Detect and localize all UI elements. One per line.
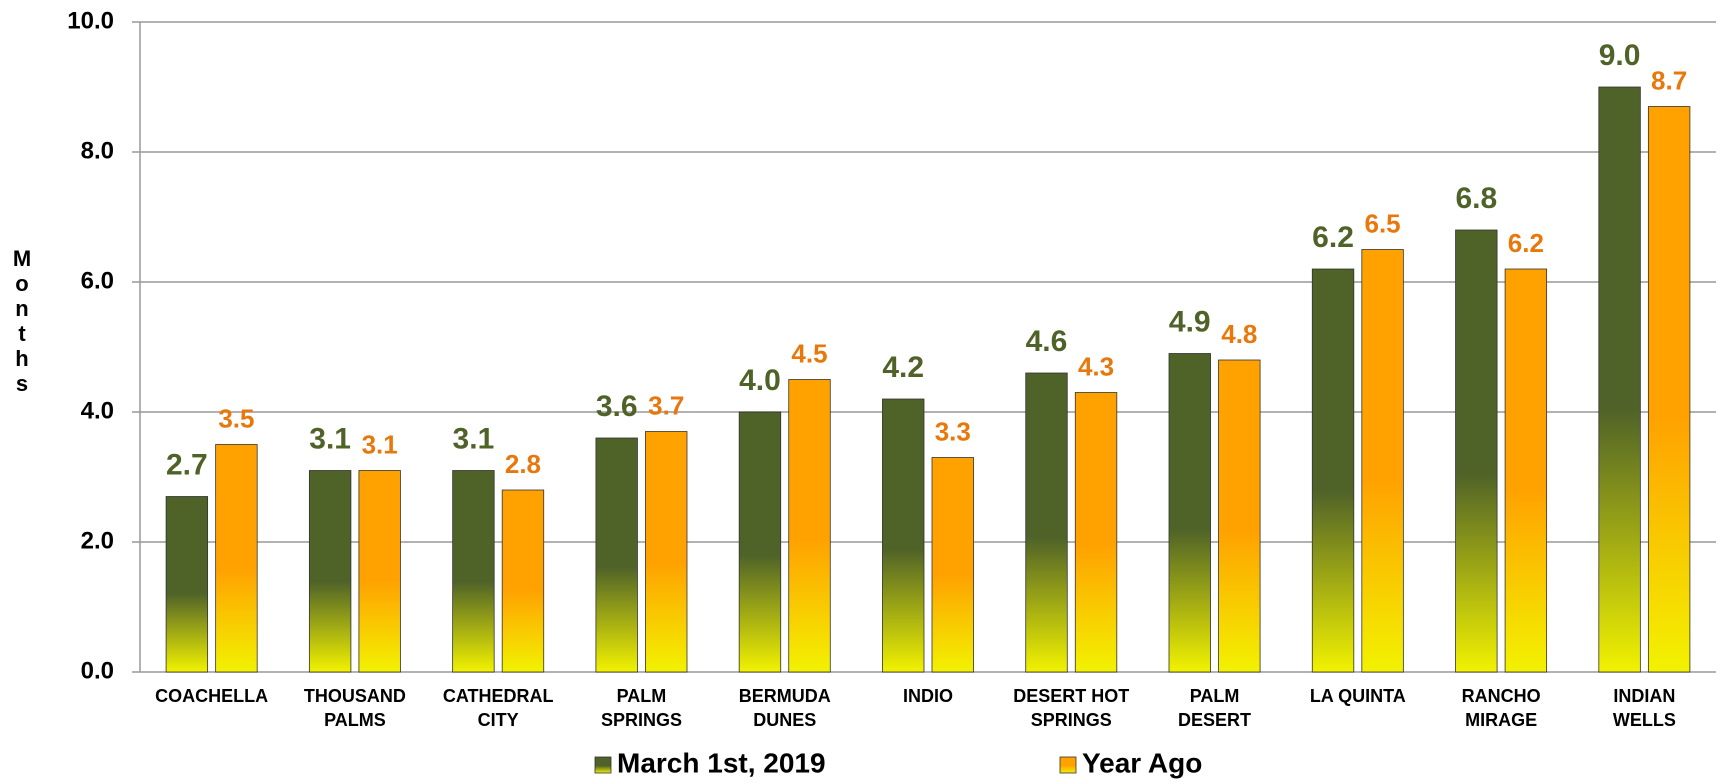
- bar: [1361, 249, 1404, 673]
- bar: [788, 379, 831, 673]
- x-tick-label: PALM DESERT: [1178, 686, 1251, 730]
- legend-label: Year Ago: [1082, 747, 1202, 778]
- bar: [452, 470, 495, 673]
- value-label: 6.2: [1508, 228, 1544, 258]
- bar: [882, 398, 925, 673]
- x-tick-label: INDIO: [903, 686, 953, 706]
- y-tick-label: 10.0: [67, 7, 114, 34]
- value-label: 4.2: [882, 351, 924, 384]
- value-label: 8.7: [1651, 65, 1687, 95]
- x-tick-label: LA QUINTA: [1310, 686, 1406, 706]
- y-tick-label: 6.0: [81, 267, 114, 294]
- bar: [1647, 106, 1691, 673]
- y-tick-label: 0.0: [81, 657, 114, 684]
- x-tick-label: BERMUDA DUNES: [739, 686, 831, 730]
- value-label: 3.7: [648, 390, 684, 420]
- y-tick-label: 8.0: [81, 137, 114, 164]
- x-tick-label: THOUSAND PALMS: [304, 686, 406, 730]
- value-label: 4.8: [1221, 319, 1257, 349]
- bar: [165, 496, 209, 673]
- x-tick-label: RANCHO MIRAGE: [1462, 686, 1541, 730]
- x-tick-label: DESERT HOT SPRINGS: [1013, 686, 1129, 730]
- legend-swatch: [1059, 756, 1077, 774]
- value-label: 3.3: [935, 416, 971, 446]
- value-label: 4.3: [1078, 351, 1114, 381]
- legend-label: March 1st, 2019: [617, 747, 826, 778]
- value-label: 4.0: [739, 364, 781, 397]
- value-label: 6.8: [1455, 182, 1497, 215]
- bar: [1598, 86, 1641, 673]
- bar: [1455, 229, 1498, 673]
- bar: [501, 489, 545, 673]
- x-tick-label: INDIAN WELLS: [1613, 686, 1676, 730]
- bar: [1168, 353, 1211, 673]
- value-label: 3.6: [596, 390, 638, 423]
- y-tick-label: 2.0: [81, 527, 114, 554]
- bar: [358, 470, 401, 673]
- bar: [738, 411, 782, 673]
- bar: [1218, 359, 1261, 673]
- bar: [1074, 392, 1118, 673]
- bar: [215, 444, 258, 673]
- value-label: 3.1: [453, 422, 495, 455]
- x-tick-label: PALM SPRINGS: [601, 686, 682, 730]
- bar: [308, 470, 352, 673]
- bar: [1311, 268, 1355, 673]
- legend-swatch: [594, 756, 612, 774]
- value-label: 3.5: [218, 403, 254, 433]
- bar: [645, 431, 688, 673]
- value-label: 6.5: [1365, 208, 1401, 238]
- value-label: 3.1: [362, 429, 398, 459]
- bar: [931, 457, 974, 673]
- value-label: 6.2: [1312, 221, 1354, 254]
- value-label: 2.7: [166, 448, 208, 481]
- value-label: 4.6: [1026, 325, 1068, 358]
- x-tick-label: CATHEDRAL CITY: [443, 686, 554, 730]
- value-label: 2.8: [505, 449, 541, 479]
- bar: [1504, 268, 1548, 673]
- x-tick-label: COACHELLA: [155, 686, 268, 706]
- bar: [1025, 372, 1068, 673]
- value-label: 3.1: [309, 422, 351, 455]
- value-label: 4.9: [1169, 305, 1211, 338]
- value-label: 4.5: [791, 338, 827, 368]
- bar: [595, 437, 638, 673]
- y-tick-label: 4.0: [81, 397, 114, 424]
- value-label: 9.0: [1599, 39, 1641, 72]
